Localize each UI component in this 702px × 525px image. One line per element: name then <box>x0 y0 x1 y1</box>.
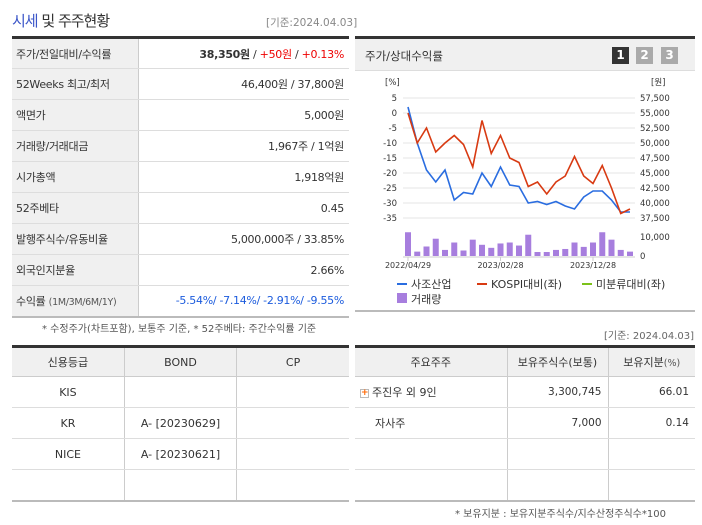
change-pct: +0.13% <box>301 47 345 61</box>
volume-tick-label: 10,000 <box>640 233 670 243</box>
series-line-KOSPI대비(좌) <box>407 112 631 215</box>
volume-bar <box>534 252 541 256</box>
table-row: 거래량/거래대금 1,967주 / 1억원 <box>12 130 349 162</box>
volume-bar <box>590 242 596 256</box>
expand-icon[interactable]: + <box>360 387 369 398</box>
left-tick-label: 5 <box>392 94 397 104</box>
volume-bar <box>460 250 467 256</box>
right-tick-label: 40,000 <box>640 199 670 209</box>
right-tick-label: 50,000 <box>640 139 670 149</box>
volume-bar <box>599 232 606 256</box>
base-date: [기준:2024.04.03] <box>266 17 358 29</box>
table-row: 52주베타 0.45 <box>12 192 349 224</box>
shareholder-note: * 보유지분 : 보유지분주식수/지수산정주식수*100 <box>455 509 666 520</box>
price-chart: [%] [원] 5 57,500 0 55,000 -5 52,500 -10 50,000 -15… <box>383 78 670 306</box>
page-title: 시세 및 주주현황 <box>12 12 110 30</box>
volume-bar <box>627 251 633 256</box>
table-row: 발행주식수/유동비율 5,000,000주 / 33.85% <box>12 223 349 255</box>
row-label: 주가/전일대비/수익률 <box>12 37 139 69</box>
volume-bar <box>553 249 559 256</box>
right-unit: [원] <box>651 78 665 88</box>
shareholder-base-date: [기준: 2024.04.03] <box>604 331 695 342</box>
left-tick-label: -30 <box>383 199 397 209</box>
table-row: NICE A- [20230621] <box>12 438 349 470</box>
table-row: 52Weeks 최고/최저 46,400원 / 37,800원 <box>12 68 349 100</box>
volume-bar <box>617 249 624 256</box>
table-row: 주가/전일대비/수익률 38,350원 / +50원 / +0.13% <box>12 37 349 69</box>
change: +50원 <box>259 47 292 61</box>
legend-label: 사조산업 <box>411 278 451 291</box>
volume-bar <box>571 242 578 256</box>
table-row: 자사주 7,000 0.14 <box>355 407 695 439</box>
right-tick-label: 55,000 <box>640 109 670 119</box>
volume-tick-label: 0 <box>640 252 645 262</box>
volume-bar <box>488 247 495 256</box>
volume-bar <box>525 234 532 256</box>
table-row <box>355 438 695 470</box>
table-row: 수익률 (1M/3M/6M/1Y) -5.54%/ -7.14%/ -2.91%/… <box>12 285 349 317</box>
price-note: * 수정주가(차트포함), 보통주 기준, * 52주베타: 주간수익률 기준 <box>42 324 317 335</box>
legend-label: KOSPI대비(좌) <box>491 278 562 291</box>
volume-bar <box>580 246 587 256</box>
table-row: KIS <box>12 376 349 408</box>
chart-header: 주가/상대수익률 1 2 3 <box>355 39 695 71</box>
table-row: + 주진우 외 9인 3,300,745 66.01 <box>355 376 695 408</box>
price-table: 주가/전일대비/수익률 38,350원 / +50원 / +0.13% 52Wee… <box>12 36 349 318</box>
left-tick-label: -10 <box>383 139 397 149</box>
right-tick-label: 45,000 <box>640 169 670 179</box>
volume-bar <box>562 248 569 256</box>
volume-bar <box>543 252 550 256</box>
chart-title: 주가/상대수익률 <box>365 49 443 63</box>
volume-bar <box>497 243 504 256</box>
shareholder-table: 주요주주 보유주식수(보통) 보유지분(%) + 주진우 외 9인 3,300,745 6… <box>355 345 695 502</box>
x-tick-label: 2022/04/29 <box>385 261 431 270</box>
x-tick-label: 2023/02/28 <box>477 261 523 270</box>
price: 38,350원 <box>199 47 250 61</box>
volume-bar <box>469 239 476 256</box>
left-tick-label: -20 <box>383 169 397 179</box>
legend-label: 거래량 <box>411 293 441 306</box>
volume-bar <box>405 232 411 256</box>
left-tick-label: 0 <box>392 109 397 119</box>
left-tick-label: -35 <box>383 214 397 224</box>
volume-bar <box>451 242 458 256</box>
table-row: KR A- [20230629] <box>12 407 349 439</box>
chart-tab-3[interactable]: 3 <box>661 47 678 64</box>
table-row: 액면가 5,000원 <box>12 99 349 131</box>
volume-bar <box>442 249 448 256</box>
left-tick-label: -5 <box>389 124 397 134</box>
left-tick-label: -15 <box>383 154 397 164</box>
legend-label: 미분류대비(좌) <box>596 278 665 291</box>
volume-bar <box>432 238 439 256</box>
x-tick-label: 2023/12/28 <box>570 261 616 270</box>
left-unit: [%] <box>385 78 400 88</box>
right-tick-label: 42,500 <box>640 184 670 194</box>
table-row: 외국인지분율 2.66% <box>12 254 349 286</box>
right-tick-label: 57,500 <box>640 94 670 104</box>
table-row <box>355 469 695 501</box>
left-tick-label: -25 <box>383 184 397 194</box>
volume-bar <box>506 242 513 256</box>
series-line-사조산업 <box>407 106 630 213</box>
volume-bar <box>414 251 421 256</box>
chart-tab-2[interactable]: 2 <box>636 47 653 64</box>
credit-rating-table: 신용등급 BOND CP KIS KR A- [20230629] NICE A- [2… <box>12 345 349 502</box>
table-row: 시가총액 1,918억원 <box>12 161 349 193</box>
chart-tab-1[interactable]: 1 <box>612 47 629 64</box>
volume-bar <box>516 245 522 256</box>
volume-bar <box>479 244 485 256</box>
right-tick-label: 52,500 <box>640 124 670 134</box>
chart-panel: 주가/상대수익률 1 2 3 [%] [원] 5 57,500 0 55,000 -5 52,… <box>355 36 695 312</box>
volume-bar <box>423 246 430 256</box>
right-tick-label: 37,500 <box>640 214 670 224</box>
legend-swatch <box>397 293 407 303</box>
right-tick-label: 47,500 <box>640 154 670 164</box>
table-row <box>12 469 349 501</box>
volume-bar <box>608 239 615 256</box>
